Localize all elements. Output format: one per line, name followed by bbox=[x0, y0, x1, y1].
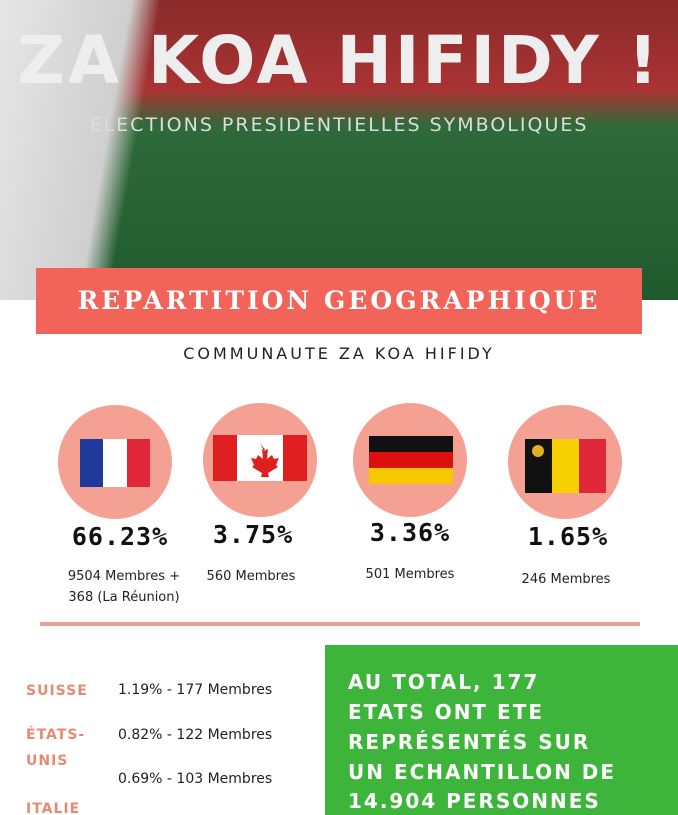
subtitle: ELECTIONS PRESIDENTIELLES SYMBOLIQUES bbox=[89, 114, 589, 136]
flag-germany bbox=[369, 436, 453, 484]
flag-circle bbox=[353, 403, 467, 517]
divider bbox=[40, 622, 640, 626]
share: 3.36% bbox=[369, 518, 451, 547]
members-line: 368 (La Réunion) bbox=[68, 590, 180, 605]
country: ÉTATS- UNIS bbox=[26, 722, 85, 774]
section-banner: REPARTITION GEOGRAPHIQUE bbox=[36, 268, 642, 334]
country-detail: 0.82% - 122 Membres bbox=[118, 727, 273, 743]
country-line: ITALIE bbox=[26, 801, 81, 815]
members-line: 501 Membres bbox=[365, 567, 455, 582]
share: 3.75% bbox=[212, 520, 294, 549]
country-line: ÉTATS- bbox=[26, 727, 86, 743]
share: 66.23% bbox=[71, 522, 169, 551]
members: 9504 Membres + 368 (La Réunion) bbox=[44, 566, 204, 608]
members-line: 560 Membres bbox=[206, 569, 296, 584]
country-line: UNIS bbox=[26, 753, 69, 769]
total-line: REPRÉSENTÉS SUR bbox=[348, 730, 591, 754]
members-line: 246 Membres bbox=[521, 572, 611, 587]
section-subtitle: COMMUNAUTE ZA KOA HIFIDY bbox=[183, 344, 495, 363]
country: SUISSE bbox=[26, 678, 88, 704]
total-line: AU TOTAL, 177 bbox=[348, 670, 540, 694]
country: ITALIE bbox=[26, 796, 80, 815]
country-detail: 1.19% - 177 Membres bbox=[118, 682, 273, 698]
total-box bbox=[325, 645, 678, 815]
country-detail: 0.69% - 103 Membres bbox=[118, 771, 273, 787]
flag-background bbox=[0, 0, 678, 300]
flag-circle bbox=[508, 405, 622, 519]
country-line: SUISSE bbox=[26, 683, 88, 699]
total-line: 14.904 PERSONNES bbox=[348, 789, 601, 813]
total-line: UN ECHANTILLON DE bbox=[348, 760, 617, 784]
members: 560 Membres bbox=[171, 566, 331, 587]
members-line: 9504 Membres + bbox=[67, 569, 181, 584]
title: ZA KOA HIFIDY ! bbox=[17, 22, 661, 99]
flag-canada bbox=[213, 435, 307, 481]
total-line: ETATS ONT ETE bbox=[348, 700, 544, 724]
members: 246 Membres bbox=[486, 569, 646, 590]
share: 1.65% bbox=[527, 522, 609, 551]
flag-circle bbox=[58, 405, 172, 519]
flag-france bbox=[80, 439, 150, 487]
flag-circle bbox=[203, 403, 317, 517]
flag-belgium bbox=[525, 439, 606, 493]
members: 501 Membres bbox=[330, 564, 490, 585]
